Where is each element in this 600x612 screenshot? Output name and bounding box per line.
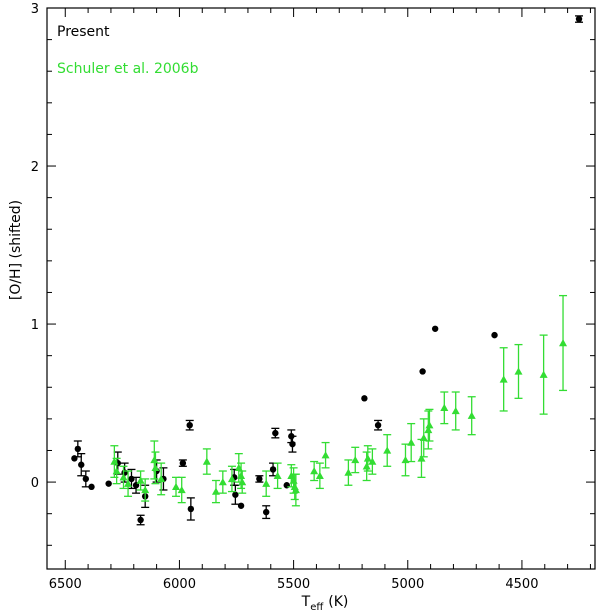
data-point-circle [374,421,382,429]
data-point-triangle [383,446,392,454]
data-point-triangle [417,454,426,462]
data-point-triangle [344,468,353,476]
series-present [71,15,584,526]
data-point-triangle [237,471,246,479]
data-point-circle [289,440,296,448]
data-point-triangle [124,479,133,487]
data-point-circle [186,421,193,429]
data-point-triangle [227,474,236,483]
data-point-triangle [363,454,372,462]
data-point-triangle [273,471,282,479]
data-point-circle [71,455,78,462]
plot-marks [71,15,584,526]
axes: 6500 6000 5500 5000 4500 0 1 2 3 [31,2,596,592]
data-point-triangle [362,462,371,470]
data-point-triangle [419,433,428,442]
x-axis-title: Teff (K) [301,594,349,612]
data-point-triangle [177,485,186,494]
data-point-triangle [539,370,548,378]
data-point-circle [121,469,128,476]
data-point-triangle [172,482,181,491]
data-point-circle [179,459,187,467]
data-point-triangle [425,421,434,429]
data-point-triangle [407,438,416,446]
data-point-circle [361,395,368,402]
data-point-circle [232,491,239,498]
data-point-triangle [440,403,449,412]
data-point-circle [272,429,279,437]
legend: Present Schuler et al. 2006b [57,24,199,77]
legend-label-present: Present [57,24,110,40]
data-point-circle [74,445,82,453]
data-point-circle [269,466,277,473]
data-point-triangle [218,478,227,486]
data-point-triangle [211,487,220,495]
data-point-circle [128,475,135,483]
x-tick-label: 5500 [277,577,310,592]
x-tick-label: 6500 [49,577,82,592]
data-point-triangle [112,467,121,475]
data-point-triangle [315,471,324,479]
data-point-triangle [514,367,523,375]
data-point-triangle [499,375,508,383]
data-point-triangle [321,451,330,459]
data-point-triangle [119,473,128,481]
data-point-triangle [202,457,211,465]
data-point-triangle [559,339,568,347]
data-point-triangle [351,455,360,464]
plot-frame [46,7,596,570]
x-axis-title-subscript: eff [310,602,324,612]
data-point-triangle [238,478,247,486]
data-point-circle [105,480,112,487]
data-point-circle [187,505,195,513]
data-point-circle [263,508,270,516]
data-point-triangle [424,425,433,434]
x-tick-label: 4500 [505,577,538,592]
y-tick-label: 1 [31,318,39,333]
data-point-triangle [467,411,476,419]
data-point-triangle [368,457,377,465]
x-axis-title-main: T [301,594,311,610]
series-schuler-2006b [110,294,568,507]
data-point-triangle [291,485,300,494]
data-point-triangle [150,455,159,464]
data-point-triangle [141,485,150,494]
data-point-circle [137,516,144,524]
data-point-triangle [157,474,166,483]
x-tick-label: 6000 [163,577,196,592]
data-point-circle [575,15,583,23]
data-point-circle [237,502,245,509]
data-point-circle [283,482,290,489]
data-point-circle [88,483,95,491]
legend-label-schuler: Schuler et al. 2006b [57,61,199,77]
y-tick-label: 0 [31,476,39,491]
data-point-circle [491,331,498,339]
x-tick-label: 5000 [391,577,424,592]
data-point-circle [82,475,90,483]
data-point-triangle [136,476,145,484]
data-point-triangle [151,463,160,472]
data-point-triangle [262,479,271,487]
data-point-circle [256,475,263,483]
data-point-circle [419,368,426,375]
data-point-triangle [310,467,319,475]
data-point-triangle [451,406,460,415]
y-axis-title: [O/H] (shifted) [8,200,24,300]
y-tick-label: 2 [31,160,39,175]
x-axis-title-unit: (K) [328,594,348,610]
data-point-circle [431,325,439,332]
y-tick-label: 3 [31,2,39,17]
data-point-circle [78,461,85,468]
